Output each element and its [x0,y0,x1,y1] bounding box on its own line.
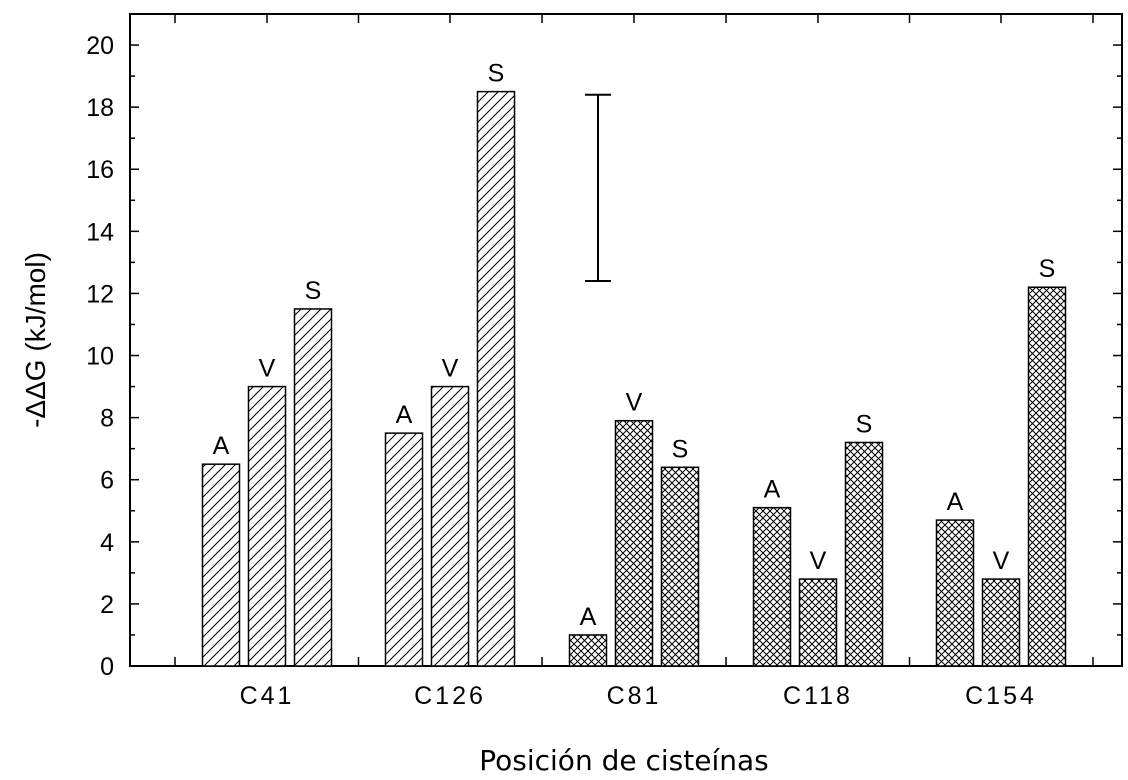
bar-C41-V [247,385,287,667]
x-tick-label: C126 [414,682,486,710]
bar-C41-A [201,463,241,667]
bar-C126-V [430,385,470,667]
bar-label: S [305,277,322,305]
y-tick-label: 12 [86,280,114,308]
bar-label: A [396,401,413,429]
bar-C81-A [568,634,608,667]
y-tick-label: 16 [86,156,114,184]
bar-C154-V [981,578,1021,667]
bar-label: V [626,389,643,417]
bar-C118-A [752,506,792,667]
bar-label: S [488,60,505,88]
bar-label: V [993,547,1010,575]
y-tick-label: 10 [86,343,114,371]
bar-label: V [259,355,276,383]
bar-C154-S [1027,286,1067,667]
y-tick-label: 4 [100,529,114,557]
bar-label: A [947,488,964,516]
y-tick-label: 6 [100,467,114,495]
bar-C81-V [614,419,654,667]
bar-label: S [672,435,689,463]
bar-label: A [213,432,230,460]
y-tick-label: 0 [100,653,114,681]
bar-label: S [1039,255,1056,283]
y-tick-label: 14 [86,218,114,246]
x-tick-label: C118 [783,682,853,710]
bar-label: S [856,410,873,438]
x-tick-label: C81 [607,682,662,710]
x-tick-label: C154 [965,682,1037,710]
bar-C41-S [293,308,333,667]
bar-C126-A [384,432,424,667]
bar-label: A [764,476,781,504]
y-tick-label: 18 [86,94,114,122]
bar-label: V [442,355,459,383]
bar-label: A [580,603,597,631]
y-tick-label: 2 [100,591,114,619]
bar-C154-A [935,519,975,667]
y-axis-label: -ΔΔG (kJ/mol) [20,252,51,428]
bar-C118-S [844,441,884,667]
x-tick-label: C41 [240,682,295,710]
bar-C81-S [660,466,700,667]
bar-C118-V [798,578,838,667]
y-tick-label: 20 [86,32,114,60]
labels: 0 2 4 6 8 10 12 14 16 18 20 A V S C41 A V S C126 A V S C81 A V S C… [86,32,1055,710]
bar-label: V [810,547,827,575]
bars [201,90,1067,667]
x-axis-label: Posición de cisteínas [479,744,768,777]
bar-C126-S [476,90,516,667]
y-tick-label: 8 [100,405,114,433]
